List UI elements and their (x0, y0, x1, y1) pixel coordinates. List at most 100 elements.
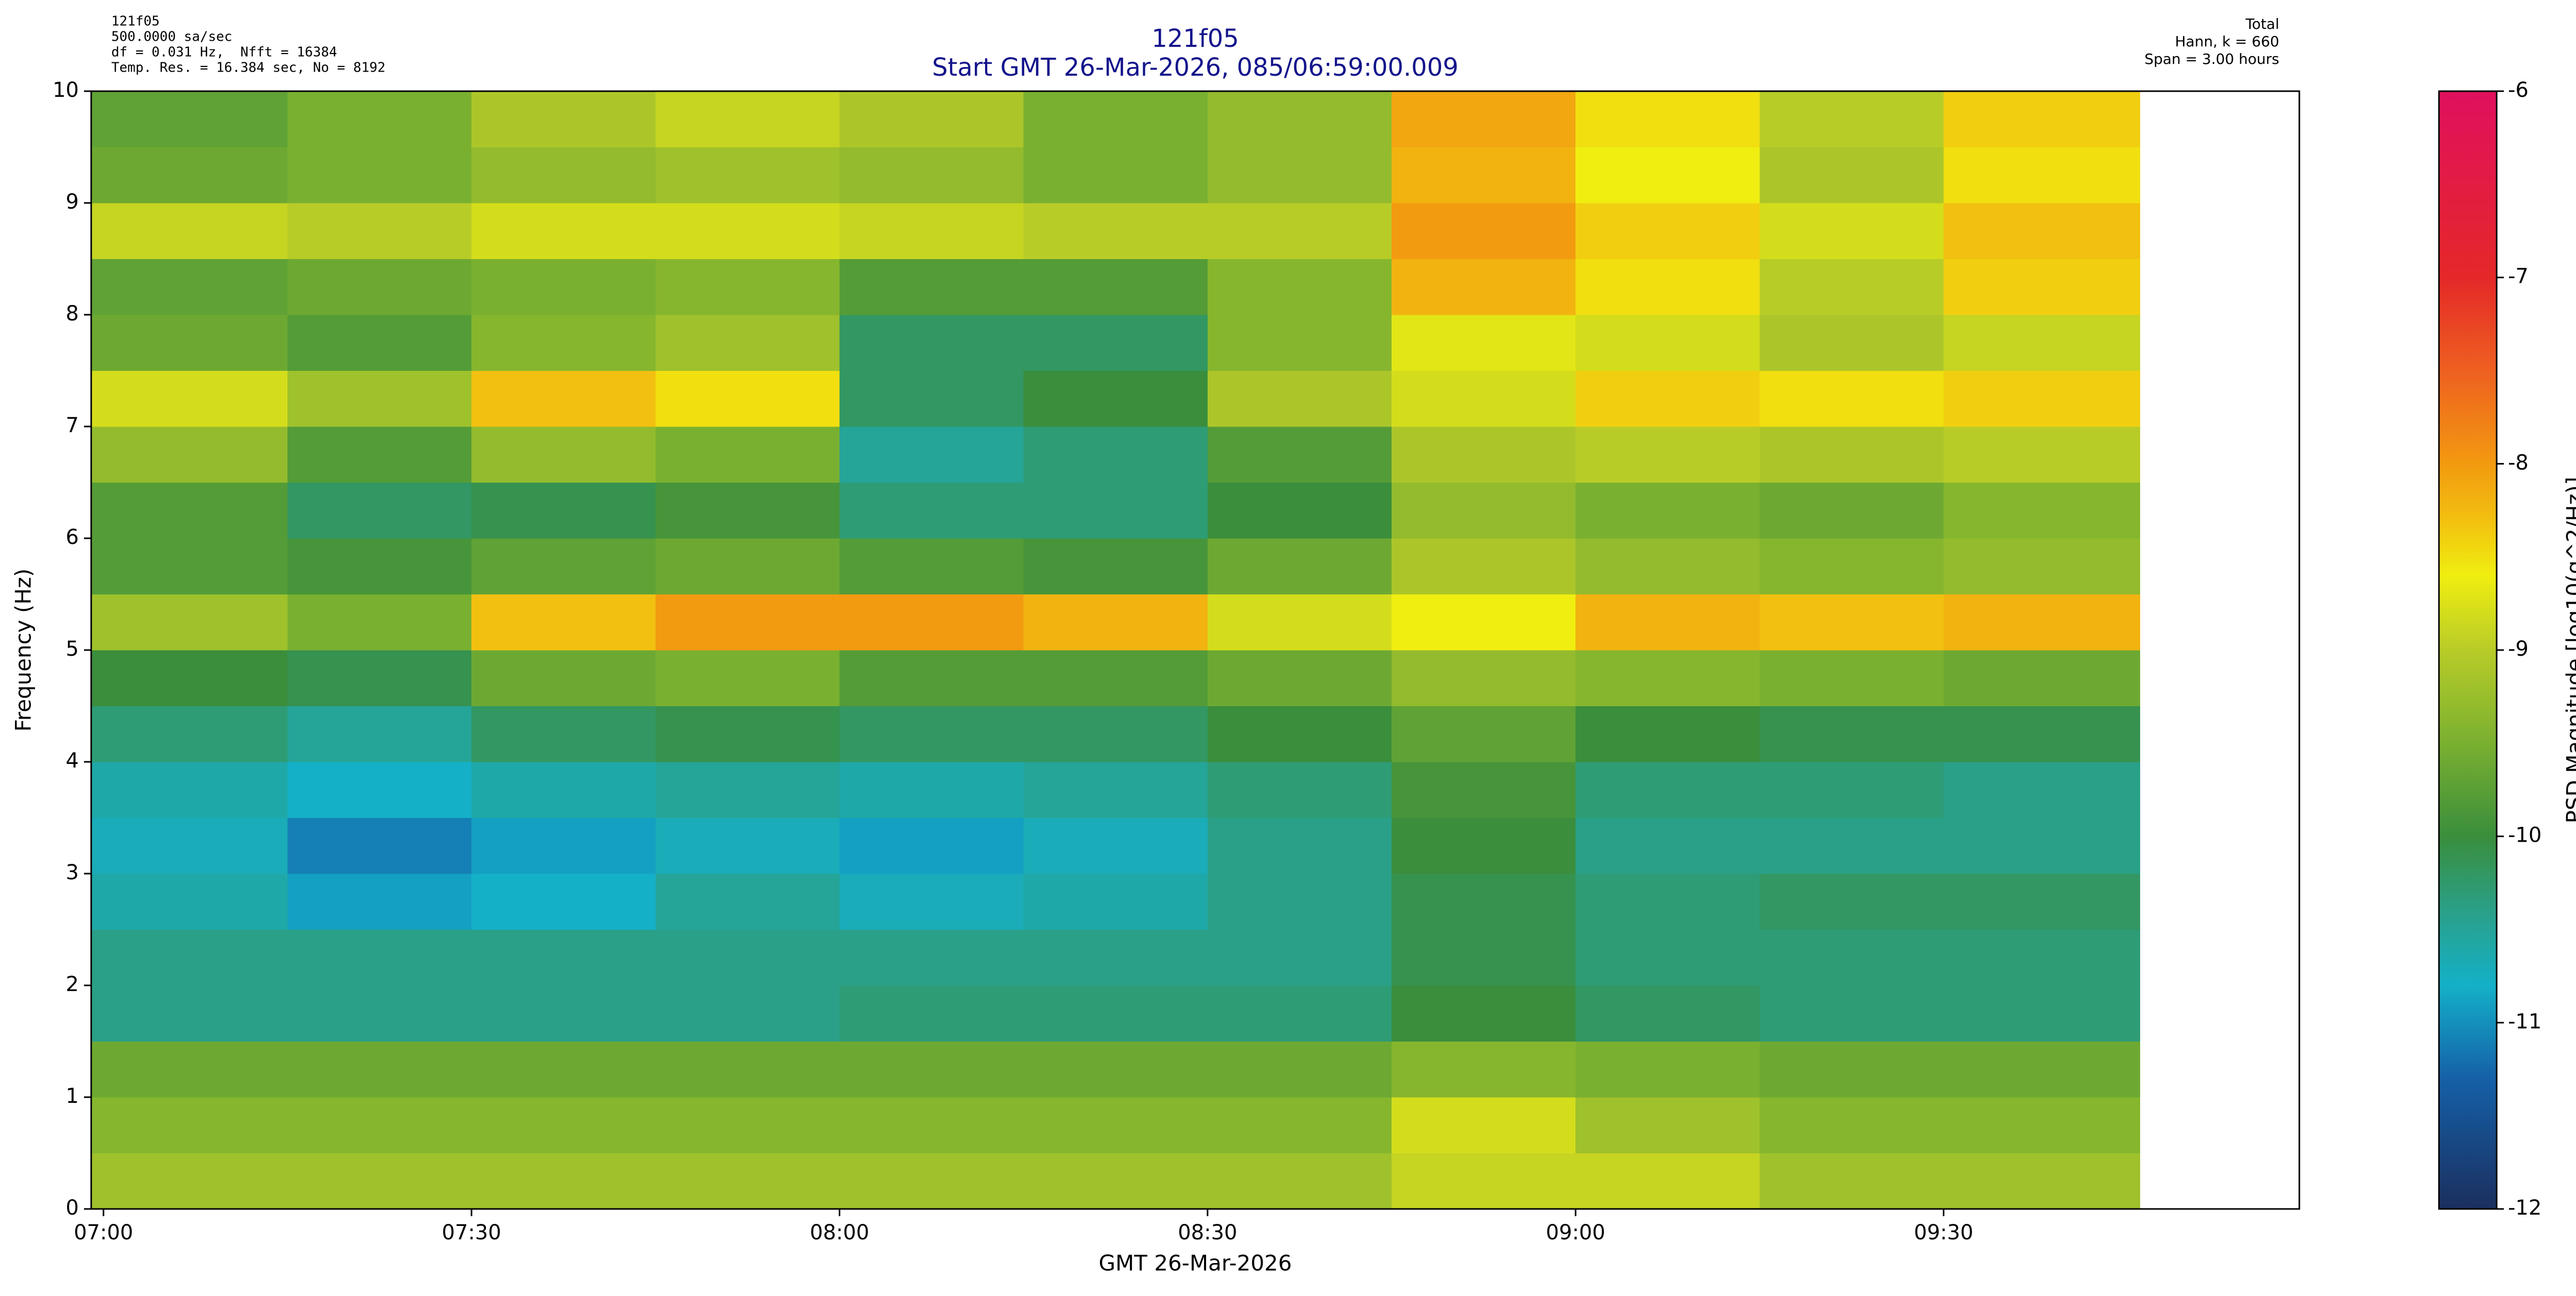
cell (1208, 538, 1392, 594)
cell (471, 1097, 656, 1153)
cell (1208, 706, 1392, 762)
cell (91, 1097, 288, 1153)
cell (1759, 1042, 1944, 1098)
cell (840, 315, 1024, 371)
cell (471, 147, 656, 203)
cell (1944, 1042, 2141, 1098)
cell (1944, 762, 2141, 818)
cell (840, 985, 1024, 1042)
cell (655, 594, 840, 651)
y-tick-label: 6 (66, 525, 79, 549)
cell (1759, 930, 1944, 986)
cell (655, 315, 840, 371)
colorbar-tick-label: -9 (2508, 637, 2529, 661)
cell (471, 594, 656, 651)
cell (655, 371, 840, 427)
cell (1575, 594, 1760, 651)
cell (840, 427, 1024, 483)
cell (1392, 1042, 1576, 1098)
x-tick-label: 09:30 (1914, 1221, 1973, 1244)
cell (1759, 538, 1944, 594)
cell (287, 427, 472, 483)
cell (471, 91, 656, 147)
info-note: Temp. Res. = 16.384 sec, No = 8192 (111, 60, 385, 76)
info-note: Span = 3.00 hours (2144, 50, 2279, 67)
cell (840, 91, 1024, 147)
cell (1024, 203, 1208, 259)
cell (1024, 818, 1208, 874)
colorbar-label: PSD Magnitude [log10(g^2/Hz)] (2562, 477, 2576, 824)
cell (1208, 203, 1392, 259)
heatmap (91, 91, 2140, 1209)
cell (1024, 483, 1208, 539)
cell (1575, 371, 1760, 427)
cell (840, 594, 1024, 651)
cell (1392, 874, 1576, 930)
cell (287, 91, 472, 147)
colorbar (2439, 91, 2497, 1209)
cell (1575, 315, 1760, 371)
cell (1392, 315, 1576, 371)
cell (1759, 203, 1944, 259)
cell (1759, 818, 1944, 874)
chart-subtitle: Start GMT 26-Mar-2026, 085/06:59:00.009 (932, 53, 1459, 82)
cell (1208, 147, 1392, 203)
cell (1392, 371, 1576, 427)
cell (471, 1153, 656, 1209)
cell (471, 706, 656, 762)
cell (1392, 930, 1576, 986)
cell (1208, 1153, 1392, 1209)
cell (1024, 594, 1208, 651)
cell (655, 930, 840, 986)
cell (471, 203, 656, 259)
cell (1575, 1042, 1760, 1098)
cell (1575, 874, 1760, 930)
cell (91, 538, 288, 594)
cell (471, 1042, 656, 1098)
info-note: 121f05 (111, 14, 160, 29)
cell (1575, 259, 1760, 315)
cell (1944, 1153, 2141, 1209)
cell (1575, 706, 1760, 762)
cell (1944, 874, 2141, 930)
cell (1759, 874, 1944, 930)
cell (91, 650, 288, 706)
cell (1944, 818, 2141, 874)
cell (1575, 538, 1760, 594)
cell (287, 315, 472, 371)
cell (1944, 259, 2141, 315)
cell (91, 259, 288, 315)
cell (91, 147, 288, 203)
cell (1392, 1153, 1576, 1209)
colorbar-tick-label: -8 (2508, 451, 2529, 474)
cell (1024, 538, 1208, 594)
cell (1944, 930, 2141, 986)
x-tick-label: 09:00 (1546, 1221, 1605, 1244)
colorbar-tick-label: -12 (2508, 1196, 2541, 1220)
cell (1759, 315, 1944, 371)
y-tick-label: 9 (66, 190, 79, 214)
cell (1392, 203, 1576, 259)
cell (1575, 650, 1760, 706)
cell (1944, 985, 2141, 1042)
cell (655, 650, 840, 706)
cell (1208, 315, 1392, 371)
cell (1392, 650, 1576, 706)
cell (1944, 706, 2141, 762)
cell (1208, 930, 1392, 986)
cell (840, 538, 1024, 594)
cell (287, 594, 472, 651)
cell (1208, 427, 1392, 483)
cell (1392, 259, 1576, 315)
colorbar-tick-label: -11 (2508, 1010, 2541, 1033)
cell (655, 203, 840, 259)
cell (1575, 762, 1760, 818)
cell (1024, 91, 1208, 147)
cell (287, 818, 472, 874)
cell (1575, 985, 1760, 1042)
cell (287, 203, 472, 259)
cell (1024, 371, 1208, 427)
cell (1575, 818, 1760, 874)
cell (1024, 427, 1208, 483)
cell (1024, 930, 1208, 986)
